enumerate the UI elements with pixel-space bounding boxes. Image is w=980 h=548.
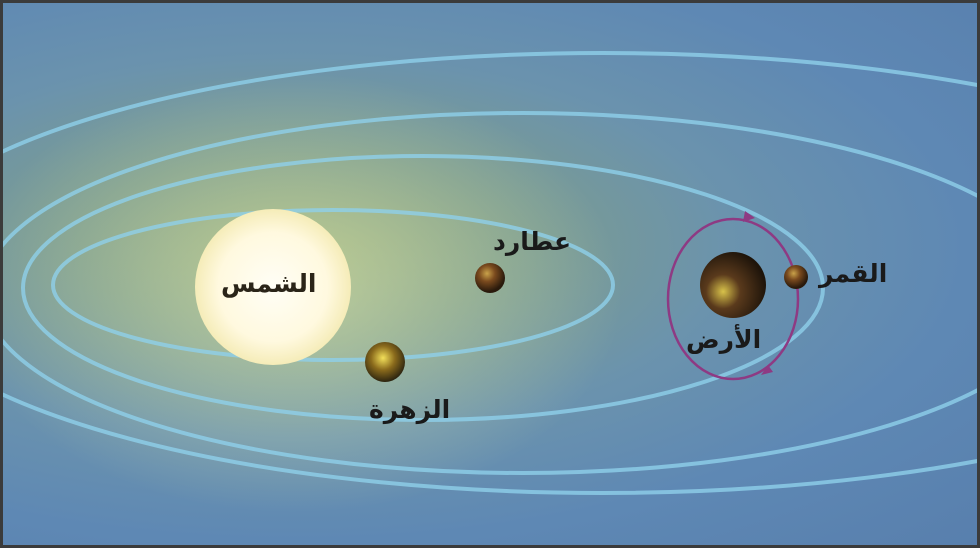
earth xyxy=(700,252,766,318)
mercury xyxy=(475,263,505,293)
moon-orbit xyxy=(666,217,800,381)
orbit-mercury xyxy=(51,208,615,362)
sun xyxy=(195,209,351,365)
sun-label: الشمس xyxy=(221,269,317,298)
earth-label: الأرض xyxy=(686,325,762,354)
orbit-arrow-bottom xyxy=(761,365,773,375)
venus-label: الزهرة xyxy=(369,395,451,424)
moon xyxy=(784,265,808,289)
venus xyxy=(365,342,405,382)
orbit-earth xyxy=(3,111,977,475)
diagram-canvas xyxy=(3,51,977,513)
mercury-label: عطارد xyxy=(493,227,572,256)
orbit-arrow-top xyxy=(743,211,755,222)
orbit-outer xyxy=(3,51,977,495)
moon-label: القمر xyxy=(819,259,888,288)
orbit-venus xyxy=(21,154,825,422)
orbits xyxy=(3,51,977,495)
